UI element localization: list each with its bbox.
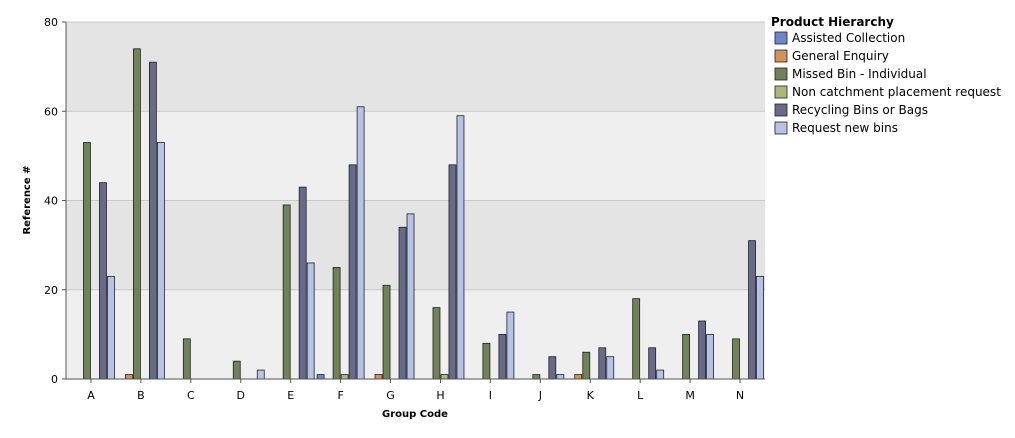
y-axis-ticks: 0 20 40 60 80 xyxy=(44,16,66,386)
bar xyxy=(256,369,265,380)
bar xyxy=(374,374,383,380)
bar xyxy=(432,307,441,380)
bar xyxy=(316,374,325,380)
bar xyxy=(656,369,665,380)
plot-band xyxy=(66,200,765,290)
legend-swatch xyxy=(774,103,788,117)
bar xyxy=(356,106,365,380)
bar xyxy=(606,356,615,380)
bar xyxy=(532,374,541,380)
bar xyxy=(732,338,740,380)
x-axis-title: Group Code xyxy=(382,409,448,420)
x-tick-label: A xyxy=(87,389,95,402)
y-tick-label: 40 xyxy=(44,195,58,208)
x-tick-label: C xyxy=(187,389,195,402)
bar xyxy=(406,213,415,380)
legend-label: Recycling Bins or Bags xyxy=(792,103,928,117)
x-tick-label: H xyxy=(436,389,444,402)
bar xyxy=(282,204,291,380)
bar xyxy=(340,374,349,380)
bar xyxy=(698,320,707,380)
plot-band xyxy=(66,111,765,201)
gridlines xyxy=(66,21,765,291)
bar xyxy=(756,275,764,380)
bar xyxy=(298,186,307,380)
legend-swatch xyxy=(774,67,788,81)
bar xyxy=(582,351,591,380)
plot-background xyxy=(66,22,765,379)
bar xyxy=(448,164,457,380)
x-tick-label: I xyxy=(489,389,492,402)
bar xyxy=(632,298,641,380)
legend-label: Request new bins xyxy=(792,121,898,135)
y-tick-label: 60 xyxy=(44,105,58,118)
bar xyxy=(598,347,607,380)
legend-label: Assisted Collection xyxy=(792,31,905,45)
bar xyxy=(306,262,315,380)
x-tick-label: G xyxy=(386,389,395,402)
x-tick-label: B xyxy=(137,389,145,402)
bar xyxy=(706,333,715,380)
y-tick-label: 0 xyxy=(51,373,58,386)
x-tick-label: J xyxy=(538,389,542,402)
bar xyxy=(232,360,241,380)
bar xyxy=(332,267,341,380)
bars xyxy=(83,48,764,380)
bar xyxy=(348,164,357,380)
bar xyxy=(482,342,491,380)
x-axis-ticks: A B C D E F G H I J K L M N xyxy=(87,379,744,402)
x-tick-label: N xyxy=(736,389,744,402)
legend-title: Product Hierarchy xyxy=(771,15,894,29)
bar xyxy=(682,333,691,380)
x-tick-label: K xyxy=(587,389,595,402)
bar xyxy=(99,182,107,380)
bar xyxy=(124,374,133,380)
x-tick-label: E xyxy=(287,389,294,402)
legend-swatch xyxy=(774,85,788,99)
bar xyxy=(574,374,583,380)
x-tick-label: F xyxy=(337,389,343,402)
legend-swatch xyxy=(774,49,788,63)
legend-label: Non catchment placement request xyxy=(792,85,1001,99)
bar xyxy=(548,356,557,380)
y-tick-label: 20 xyxy=(44,284,58,297)
bar xyxy=(498,333,507,380)
bar xyxy=(148,61,157,380)
legend-swatch xyxy=(774,121,788,135)
bar xyxy=(156,142,165,380)
legend: Product Hierarchy Assisted Collection Gen… xyxy=(771,15,1001,135)
bar xyxy=(648,347,657,380)
bar xyxy=(398,226,407,380)
y-axis-title: Reference # xyxy=(22,165,33,234)
x-tick-label: L xyxy=(637,389,644,402)
bar xyxy=(132,48,141,380)
bar xyxy=(440,374,449,380)
bar xyxy=(456,115,465,380)
x-tick-label: D xyxy=(237,389,245,402)
bar xyxy=(748,240,756,380)
bar xyxy=(556,374,565,380)
bar xyxy=(506,311,515,380)
legend-label: Missed Bin - Individual xyxy=(792,67,927,81)
y-tick-label: 80 xyxy=(44,16,58,29)
bar xyxy=(83,142,91,380)
plot-band xyxy=(66,289,765,379)
bar xyxy=(107,275,115,380)
legend-label: General Enquiry xyxy=(792,49,889,63)
bar xyxy=(182,338,191,380)
bar xyxy=(382,284,391,380)
plot-band xyxy=(66,22,765,112)
legend-swatch xyxy=(774,31,788,45)
x-tick-label: M xyxy=(685,389,695,402)
